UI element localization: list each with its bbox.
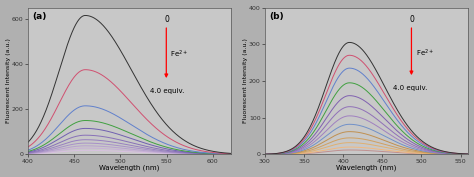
- Y-axis label: Fluorescent Intensity (a.u.): Fluorescent Intensity (a.u.): [6, 39, 10, 123]
- Text: 4.0 equiv.: 4.0 equiv.: [393, 85, 428, 91]
- Text: 0: 0: [164, 15, 169, 24]
- X-axis label: Wavelength (nm): Wavelength (nm): [337, 165, 397, 172]
- Y-axis label: Fluorescent Intensity (a.u.): Fluorescent Intensity (a.u.): [243, 39, 247, 123]
- Text: Fe$^{2+}$: Fe$^{2+}$: [416, 47, 434, 59]
- Text: (b): (b): [269, 12, 283, 21]
- X-axis label: Wavelength (nm): Wavelength (nm): [100, 165, 160, 172]
- Text: (a): (a): [32, 12, 46, 21]
- Text: 4.0 equiv.: 4.0 equiv.: [150, 88, 184, 94]
- Text: Fe$^{2+}$: Fe$^{2+}$: [170, 49, 189, 60]
- Text: 0: 0: [410, 15, 414, 24]
